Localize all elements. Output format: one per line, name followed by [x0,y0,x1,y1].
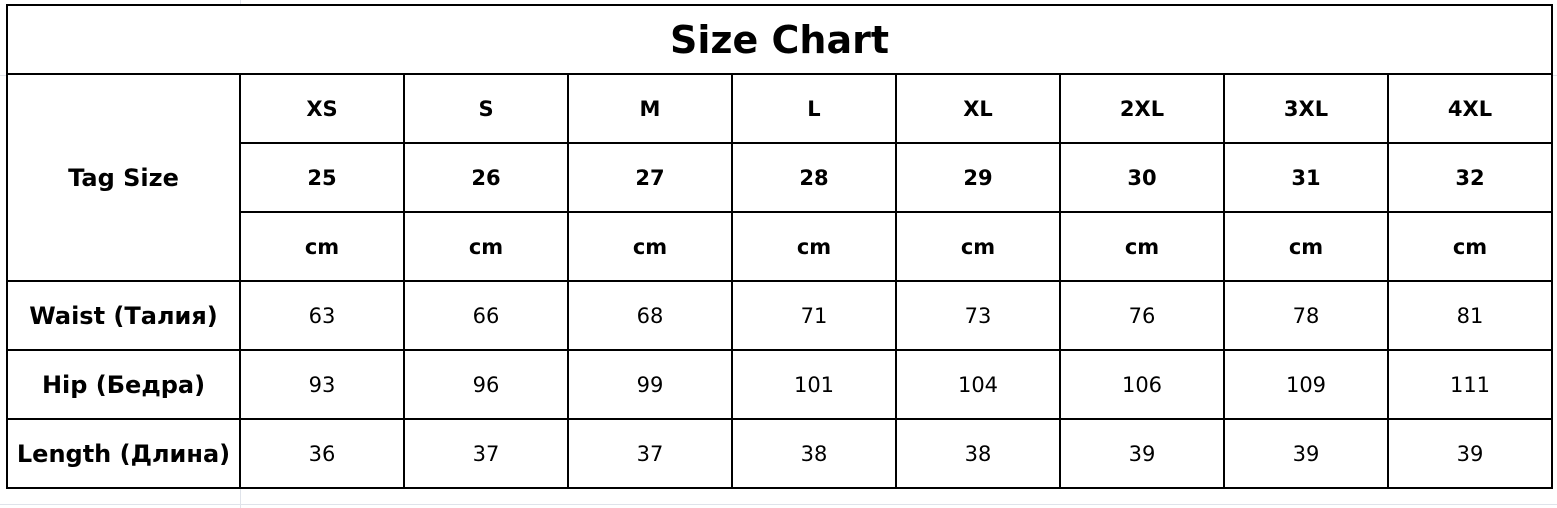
measurement-label: Waist (Талия) [6,280,241,351]
measurement-value: 93 [239,349,405,420]
measurement-value: 96 [403,349,569,420]
measurement-value: 36 [239,418,405,489]
size-header: XL [895,73,1061,144]
measurement-value: 37 [567,418,733,489]
measurement-value: 104 [895,349,1061,420]
measurement-label: Length (Длина) [6,418,241,489]
measurement-value: 111 [1387,349,1553,420]
unit-label: cm [403,211,569,282]
size-header: XS [239,73,405,144]
measurement-row: Length (Длина) 36 37 37 38 38 39 39 39 [6,418,1553,489]
tag-number: 30 [1059,142,1225,213]
tag-number: 29 [895,142,1061,213]
chart-title: Size Chart [6,4,1553,75]
measurement-value: 71 [731,280,897,351]
measurement-value: 106 [1059,349,1225,420]
measurement-value: 39 [1223,418,1389,489]
tag-number: 27 [567,142,733,213]
measurement-value: 63 [239,280,405,351]
size-header: 4XL [1387,73,1553,144]
size-header: S [403,73,569,144]
tag-size-label: Tag Size [6,73,241,282]
tag-number: 26 [403,142,569,213]
measurement-value: 39 [1059,418,1225,489]
measurement-row: Waist (Талия) 63 66 68 71 73 76 78 81 [6,280,1553,351]
unit-label: cm [567,211,733,282]
tag-number: 28 [731,142,897,213]
measurement-value: 99 [567,349,733,420]
unit-label: cm [1059,211,1225,282]
sheet-gridline [0,504,1557,505]
measurement-value: 109 [1223,349,1389,420]
unit-label: cm [1387,211,1553,282]
tag-number: 25 [239,142,405,213]
measurement-value: 37 [403,418,569,489]
measurement-value: 39 [1387,418,1553,489]
measurement-value: 78 [1223,280,1389,351]
size-header: 2XL [1059,73,1225,144]
size-header: M [567,73,733,144]
unit-row: cm cm cm cm cm cm cm cm [7,211,1553,282]
tag-number: 31 [1223,142,1389,213]
measurement-value: 76 [1059,280,1225,351]
measurement-row: Hip (Бедра) 93 96 99 101 104 106 109 111 [6,349,1553,420]
size-header: 3XL [1223,73,1389,144]
measurement-value: 66 [403,280,569,351]
size-row: Tag Size XS S M L XL 2XL 3XL 4XL [6,73,1553,282]
measurement-value: 38 [895,418,1061,489]
measurement-value: 68 [567,280,733,351]
tag-number-row: 25 26 27 28 29 30 31 32 [7,142,1553,213]
measurement-value: 38 [731,418,897,489]
tag-number: 32 [1387,142,1553,213]
size-chart-table: Size Chart Tag Size XS S M L XL 2XL 3XL 4XL 25 2… [6,4,1553,489]
measurement-value: 81 [1387,280,1553,351]
unit-label: cm [895,211,1061,282]
measurement-value: 101 [731,349,897,420]
title-row: Size Chart [6,4,1553,75]
unit-label: cm [239,211,405,282]
size-header: L [731,73,897,144]
measurement-value: 73 [895,280,1061,351]
measurement-label: Hip (Бедра) [6,349,241,420]
unit-label: cm [1223,211,1389,282]
unit-label: cm [731,211,897,282]
